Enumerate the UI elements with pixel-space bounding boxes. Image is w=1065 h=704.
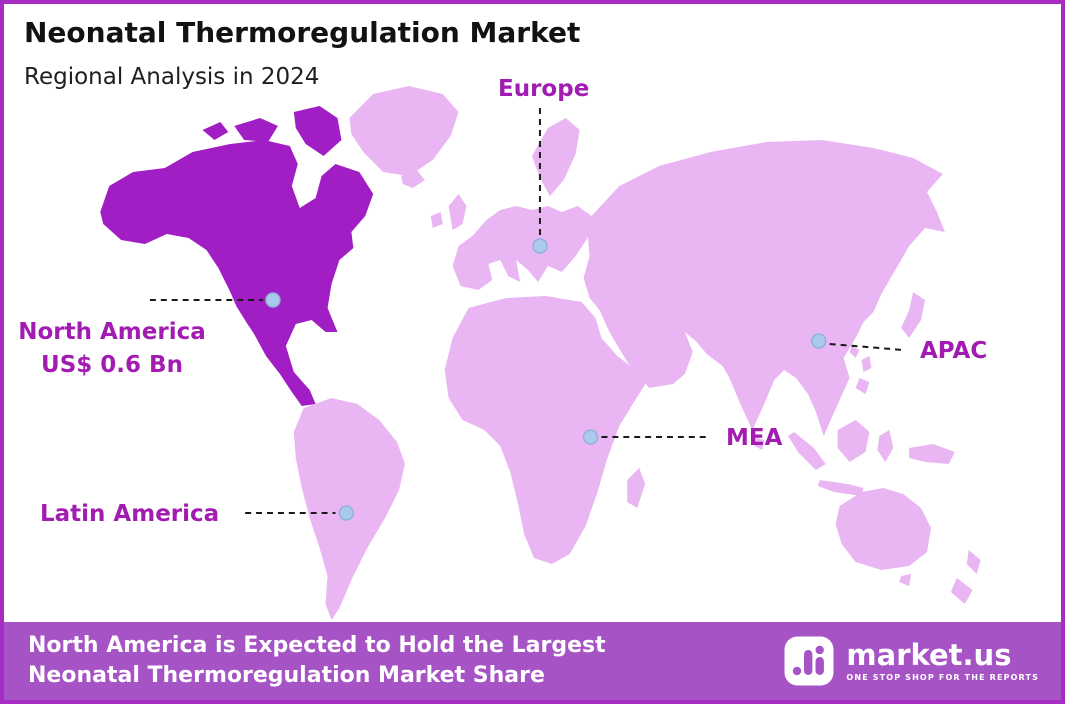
label-mea: MEA — [726, 425, 783, 451]
region-north-america-shape — [100, 140, 374, 406]
page-title: Neonatal Thermoregulation Market — [24, 16, 581, 49]
region-europe-shape — [452, 118, 592, 290]
region-new-zealand-shape — [950, 550, 981, 604]
region-asia-shape — [583, 140, 945, 436]
region-atlantic-islands-shape — [400, 170, 467, 230]
marker-latin-america — [338, 505, 355, 521]
region-africa-shape — [444, 296, 650, 564]
marker-europe — [532, 238, 548, 254]
marker-apac — [811, 333, 827, 349]
footer-caption: North America is Expected to Hold the La… — [28, 631, 606, 691]
label-europe: Europe — [498, 76, 590, 102]
footer-banner: North America is Expected to Hold the La… — [4, 622, 1061, 700]
brand-lockup: market.us ONE STOP SHOP FOR THE REPORTS — [784, 636, 1039, 686]
marker-north-america — [265, 292, 281, 308]
region-australia-shape — [835, 488, 931, 586]
label-north-america-name: North America — [18, 319, 206, 345]
brand-tagline: ONE STOP SHOP FOR THE REPORTS — [846, 673, 1039, 682]
label-north-america: North America US$ 0.6 Bn — [12, 316, 212, 382]
world-map-svg — [100, 86, 981, 620]
footer-caption-line1: North America is Expected to Hold the La… — [28, 633, 606, 658]
brand-text: market.us ONE STOP SHOP FOR THE REPORTS — [846, 640, 1039, 682]
leader-line-apac — [829, 343, 904, 351]
footer-caption-line2: Neonatal Thermoregulation Market Share — [28, 663, 545, 688]
brand-name: market.us — [846, 638, 1012, 672]
label-latin-america: Latin America — [40, 501, 220, 527]
page-subtitle: Regional Analysis in 2024 — [24, 64, 320, 90]
marker-mea — [582, 429, 599, 445]
region-greenland-shape — [349, 86, 459, 176]
region-arctic-islands-shape — [202, 106, 342, 156]
label-apac: APAC — [920, 338, 988, 364]
label-north-america-value: US$ 0.6 Bn — [41, 352, 183, 378]
marketus-logo-icon — [784, 636, 834, 686]
